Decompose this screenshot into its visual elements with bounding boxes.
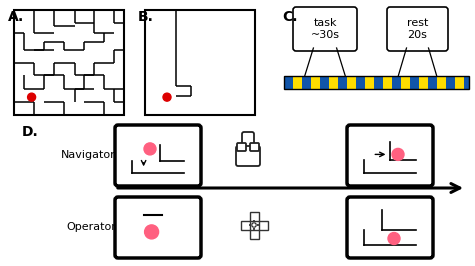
Bar [240,221,249,230]
Bar [249,211,258,221]
Bar [311,76,320,89]
Text: task
~30s: task ~30s [311,18,340,40]
Bar [338,76,347,89]
Bar [145,10,255,115]
Text: C.: C. [282,10,297,24]
FancyBboxPatch shape [347,125,433,186]
FancyBboxPatch shape [242,132,254,150]
FancyBboxPatch shape [387,7,448,51]
Bar [455,76,464,89]
Text: B.: B. [138,10,154,24]
Bar [401,76,410,89]
Text: A.: A. [8,10,24,24]
Bar [464,76,469,89]
Circle shape [144,143,156,155]
Circle shape [392,148,404,160]
Bar [258,221,267,230]
Text: D.: D. [22,125,39,139]
Text: Operator: Operator [66,222,116,232]
Text: rest
20s: rest 20s [407,18,428,40]
FancyBboxPatch shape [250,143,259,151]
Bar [410,76,419,89]
Bar [347,76,356,89]
Bar [302,76,311,89]
Bar [320,76,329,89]
Bar [293,76,302,89]
Bar [383,76,392,89]
Circle shape [28,93,36,101]
Bar [365,76,374,89]
Bar [392,76,401,89]
Circle shape [388,232,400,244]
Bar [14,10,124,115]
FancyBboxPatch shape [237,143,246,151]
FancyBboxPatch shape [115,197,201,258]
FancyBboxPatch shape [347,197,433,258]
Bar [329,76,338,89]
Bar [356,76,365,89]
Circle shape [144,225,159,239]
Text: Navigator: Navigator [61,151,116,160]
Bar [249,230,258,239]
FancyBboxPatch shape [293,7,357,51]
Bar [284,76,469,89]
Bar [446,76,455,89]
FancyBboxPatch shape [236,146,260,166]
Bar [428,76,437,89]
Bar [374,76,383,89]
Bar [419,76,428,89]
FancyBboxPatch shape [115,125,201,186]
Circle shape [163,93,171,101]
Bar [284,76,293,89]
Bar [437,76,446,89]
